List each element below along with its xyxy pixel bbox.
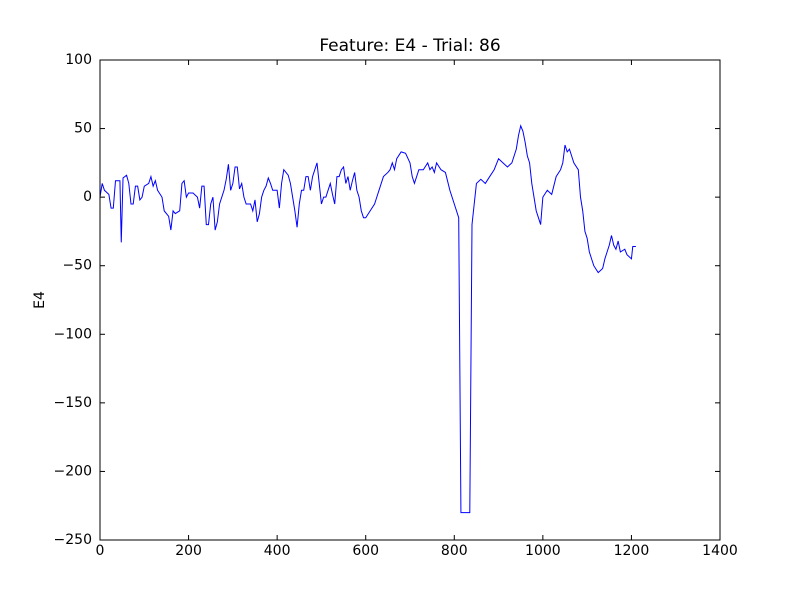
x-tick-label: 800 bbox=[441, 543, 468, 559]
chart-title: Feature: E4 - Trial: 86 bbox=[319, 36, 500, 56]
y-tick-label: −100 bbox=[54, 326, 92, 342]
x-tick-label: 0 bbox=[96, 543, 105, 559]
x-tick-label: 400 bbox=[264, 543, 291, 559]
x-tick-label: 1400 bbox=[702, 543, 738, 559]
y-tick-label: 100 bbox=[65, 52, 92, 68]
y-tick-label: −50 bbox=[62, 258, 92, 274]
data-line bbox=[99, 124, 636, 514]
plot-frame bbox=[99, 59, 721, 541]
x-tick-label: 200 bbox=[175, 543, 202, 559]
x-tick-label: 600 bbox=[352, 543, 379, 559]
y-tick-label: 50 bbox=[74, 121, 92, 137]
x-tick-label: 1000 bbox=[525, 543, 561, 559]
y-axis-label: E4 bbox=[32, 291, 48, 309]
x-tick-label: 1200 bbox=[614, 543, 650, 559]
y-tick-label: −250 bbox=[54, 532, 92, 548]
y-tick-label: 0 bbox=[83, 189, 92, 205]
y-tick-label: −200 bbox=[54, 463, 92, 479]
y-tick-label: −150 bbox=[54, 395, 92, 411]
